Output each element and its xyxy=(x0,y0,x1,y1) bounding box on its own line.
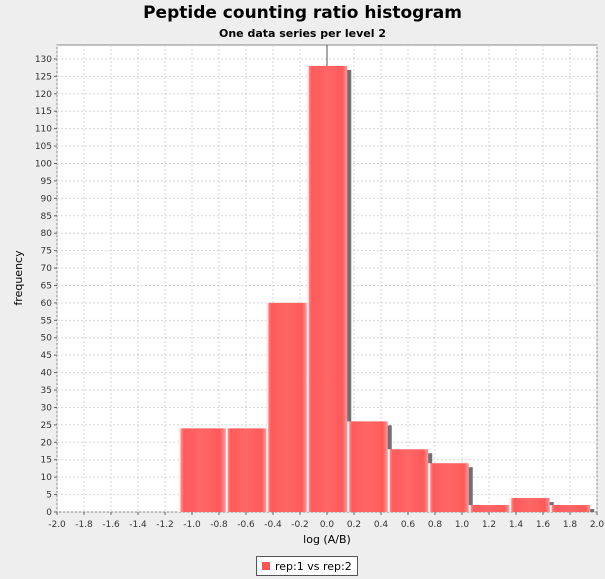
axes-group: -2.0 -1.8 -1.6 -1.4 -1.2 -1.0 -0.8 -0.6 -0.4 -0.2… xyxy=(35,55,605,530)
x-tick-label: 1.2 xyxy=(482,520,496,530)
histogram-chart: -2.0 -1.8 -1.6 -1.4 -1.2 -1.0 -0.8 -0.6 -0.4 -0.2… xyxy=(12,44,605,546)
y-tick-label: 50 xyxy=(41,334,53,344)
x-axis-label: log (A/B) xyxy=(303,533,351,546)
legend-swatch xyxy=(262,562,270,570)
x-tick-label: -1.6 xyxy=(102,520,120,530)
x-tick-label: -1.4 xyxy=(129,520,147,530)
x-tick-label: 0.6 xyxy=(401,520,416,530)
x-tick-label: 1.6 xyxy=(536,520,551,530)
y-tick-label: 55 xyxy=(41,316,52,326)
histogram-bar xyxy=(178,428,226,512)
x-tick-label: 0.0 xyxy=(320,520,335,530)
y-tick-label: 130 xyxy=(35,55,52,65)
histogram-bar xyxy=(306,65,348,512)
y-tick-label: 40 xyxy=(41,369,53,379)
legend: rep:1 vs rep:2 xyxy=(256,556,358,576)
chart-title: Peptide counting ratio histogram xyxy=(143,3,462,23)
y-tick-label: 120 xyxy=(35,90,52,100)
bar-highlight xyxy=(225,428,228,512)
chart-subtitle: One data series per level 2 xyxy=(218,27,387,40)
x-tick-label: 2.0 xyxy=(590,520,605,530)
y-tick-label: 20 xyxy=(41,438,53,448)
y-tick-label: 110 xyxy=(35,125,52,135)
x-tick-label: 1.4 xyxy=(509,520,524,530)
y-tick-label: 85 xyxy=(41,212,52,222)
x-tick-label: -0.6 xyxy=(237,520,255,530)
x-tick-label: -0.2 xyxy=(291,520,309,530)
bar-highlight xyxy=(266,302,269,512)
x-tick-label: 0.4 xyxy=(374,520,389,530)
x-tick-label: 1.0 xyxy=(455,520,470,530)
y-axis-label: frequency xyxy=(12,250,25,306)
y-tick-label: 15 xyxy=(41,456,52,466)
y-tick-label: 45 xyxy=(41,351,52,361)
bar-highlight xyxy=(428,463,431,512)
bars-group xyxy=(178,65,595,512)
x-tick-label: 0.2 xyxy=(347,520,361,530)
x-tick-label: -2.0 xyxy=(48,520,66,530)
y-tick-label: 75 xyxy=(41,247,52,257)
y-tick-label: 80 xyxy=(41,229,53,239)
legend-label: rep:1 vs rep:2 xyxy=(275,559,352,573)
y-tick-label: 5 xyxy=(46,491,52,501)
bar-highlight xyxy=(306,65,309,512)
histogram-bar xyxy=(347,421,388,512)
bar-highlight xyxy=(468,505,471,512)
bar-highlight xyxy=(178,428,181,512)
x-tick-label: -1.2 xyxy=(156,520,174,530)
y-tick-label: 10 xyxy=(41,473,53,483)
y-tick-label: 100 xyxy=(35,159,52,169)
grid-lines xyxy=(56,45,598,513)
y-tick-label: 115 xyxy=(35,107,52,117)
histogram-bar xyxy=(468,505,510,512)
y-tick-label: 35 xyxy=(41,386,52,396)
x-tick-label: -0.4 xyxy=(264,520,282,530)
y-tick-label: 65 xyxy=(41,281,52,291)
x-tick-label: -1.8 xyxy=(75,520,93,530)
y-tick-label: 25 xyxy=(41,421,52,431)
histogram-bar xyxy=(428,463,469,512)
x-tick-label: -1.0 xyxy=(183,520,201,530)
histogram-bar xyxy=(225,428,267,512)
x-tick-label: 1.8 xyxy=(563,520,578,530)
bar-highlight xyxy=(347,421,350,512)
y-tick-label: 0 xyxy=(46,508,52,518)
bar-highlight xyxy=(387,449,390,512)
bar-highlight xyxy=(549,505,552,512)
y-tick-label: 125 xyxy=(35,72,52,82)
histogram-bar xyxy=(387,449,429,512)
x-tick-label: 0.8 xyxy=(428,520,443,530)
bar-highlight xyxy=(509,498,512,512)
y-tick-label: 60 xyxy=(41,299,53,309)
histogram-bar xyxy=(549,505,591,512)
histogram-bar xyxy=(509,498,550,512)
y-tick-label: 105 xyxy=(35,142,52,152)
y-tick-label: 30 xyxy=(41,403,53,413)
x-tick-label: -0.8 xyxy=(210,520,228,530)
y-tick-label: 95 xyxy=(41,177,52,187)
y-tick-label: 70 xyxy=(41,264,53,274)
y-tick-label: 90 xyxy=(41,194,53,204)
histogram-bar xyxy=(266,302,307,512)
